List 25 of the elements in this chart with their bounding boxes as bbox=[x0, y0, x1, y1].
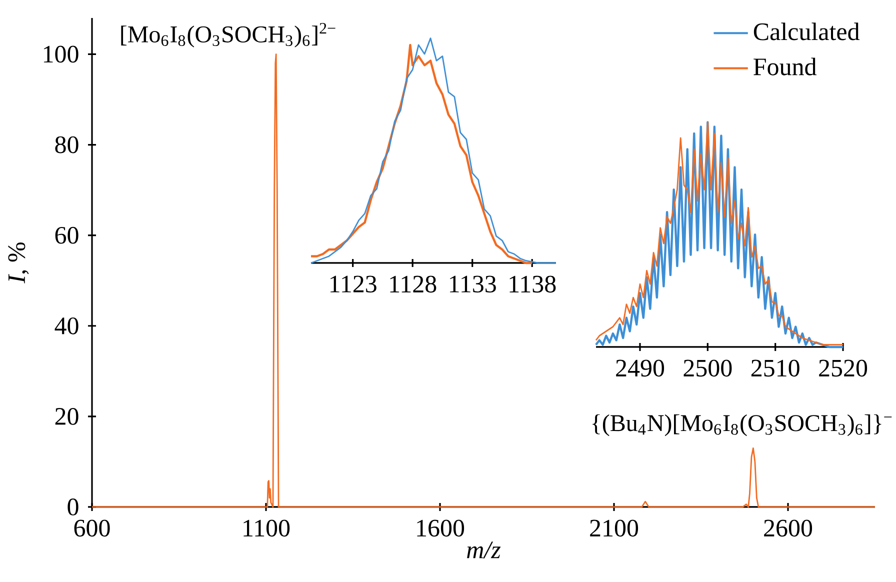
x-axis-title: m/z bbox=[467, 542, 501, 558]
legend-label: Calculated bbox=[754, 22, 860, 40]
legend-label: Found bbox=[754, 58, 816, 76]
x-tick-label: 1138 bbox=[510, 276, 556, 293]
x-tick-label: 2490 bbox=[616, 360, 664, 377]
x-tick-label: 2510 bbox=[751, 360, 800, 377]
y-tick-label: 100 bbox=[44, 46, 78, 63]
x-tick-label: 2520 bbox=[819, 360, 868, 377]
text: [Mo$_{6}$I$_{8}$(O$_{3}$SOCH$_{3}$)$_{6}$]$^{2−}$ bbox=[121, 22, 336, 48]
y-tick-label: 40 bbox=[54, 317, 78, 334]
x-tick-label: 2100 bbox=[590, 520, 638, 537]
x-tick-label: 1133 bbox=[450, 276, 496, 293]
text: {(Bu$_{4}$N)[Mo$_{6}$I$_{8}$(O$_{3}$SOCH$_{3}$)$_{6}$]}$^{−}$ bbox=[592, 414, 892, 436]
y-axis-title: I, % bbox=[8, 242, 29, 284]
y-tick-label: 20 bbox=[55, 408, 78, 425]
x-tick-label: 1123 bbox=[330, 276, 376, 293]
y-tick-label: 0 bbox=[68, 498, 78, 516]
x-tick-label: 1600 bbox=[417, 520, 464, 537]
x-tick-label: 2500 bbox=[684, 360, 732, 377]
x-tick-label: 600 bbox=[74, 520, 110, 537]
x-tick-label: 2600 bbox=[764, 520, 812, 537]
x-tick-label: 1128 bbox=[390, 276, 436, 293]
y-tick-label: 60 bbox=[55, 226, 78, 244]
y-tick-label: 80 bbox=[55, 136, 78, 154]
x-tick-label: 1100 bbox=[244, 520, 290, 537]
